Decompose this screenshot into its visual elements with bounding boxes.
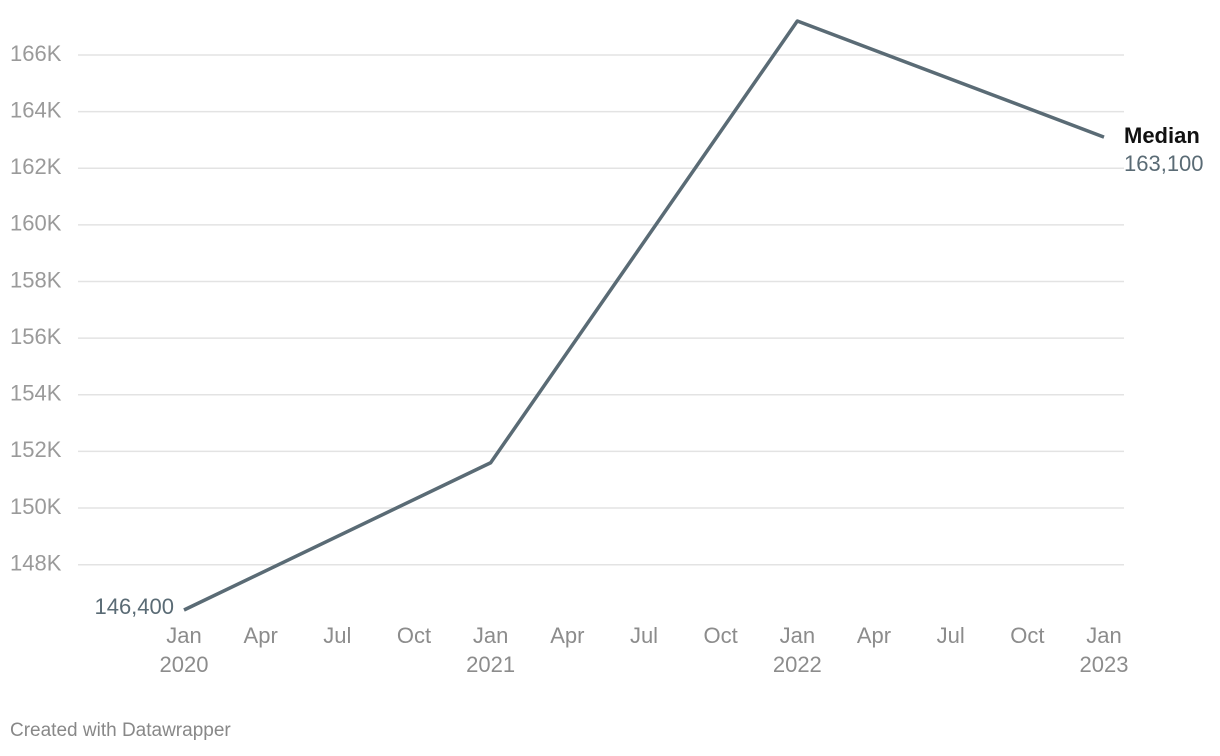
y-tick-label: 162K: [10, 154, 62, 179]
x-tick-label: Jan 2023: [1079, 623, 1129, 677]
x-tick-label: Jan 2020: [159, 623, 209, 677]
x-tick-label: Oct: [1010, 623, 1045, 648]
x-tick-label: Oct: [703, 623, 738, 648]
x-tick-label: Jul: [629, 623, 659, 648]
line: [183, 19, 1105, 612]
series-label: Median: [1124, 123, 1200, 148]
x-tick-label: Jan 2022: [772, 623, 822, 677]
y-tick-label: 148K: [10, 551, 62, 576]
y-tick-label: 154K: [10, 381, 62, 406]
x-tick-label: Apr: [550, 623, 585, 648]
y-tick-label: 152K: [10, 437, 62, 462]
x-tick-label: Jan 2021: [466, 623, 516, 677]
y-tick-label: 164K: [10, 97, 62, 122]
y-tick-label: 150K: [10, 494, 62, 519]
y-tick-label: 156K: [10, 324, 62, 349]
x-tick-label: Jul: [936, 623, 965, 648]
y-tick-label: 160K: [10, 211, 62, 236]
footer: Created with Datawrapper: [10, 720, 231, 741]
value-label: 146,400: [94, 594, 174, 619]
x-tick-label: Apr: [243, 623, 278, 648]
x-tick-label: Jul: [323, 623, 352, 648]
value-label: 163,100: [1124, 151, 1204, 176]
y-tick-label: 158K: [10, 267, 62, 292]
x-tick-label: Apr: [856, 623, 892, 648]
x-tick-label: Oct: [396, 623, 432, 648]
y-tick-label: 166K: [10, 41, 62, 66]
